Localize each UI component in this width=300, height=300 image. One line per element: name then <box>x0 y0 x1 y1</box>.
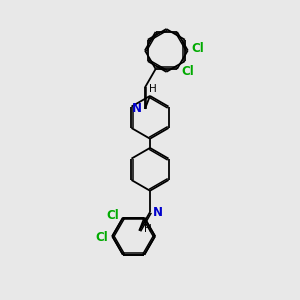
Text: Cl: Cl <box>96 231 108 244</box>
Text: N: N <box>132 102 142 116</box>
Text: H: H <box>149 84 157 94</box>
Text: Cl: Cl <box>106 209 119 222</box>
Text: Cl: Cl <box>181 64 194 77</box>
Text: Cl: Cl <box>192 42 204 55</box>
Text: H: H <box>144 224 152 234</box>
Text: N: N <box>153 206 163 219</box>
